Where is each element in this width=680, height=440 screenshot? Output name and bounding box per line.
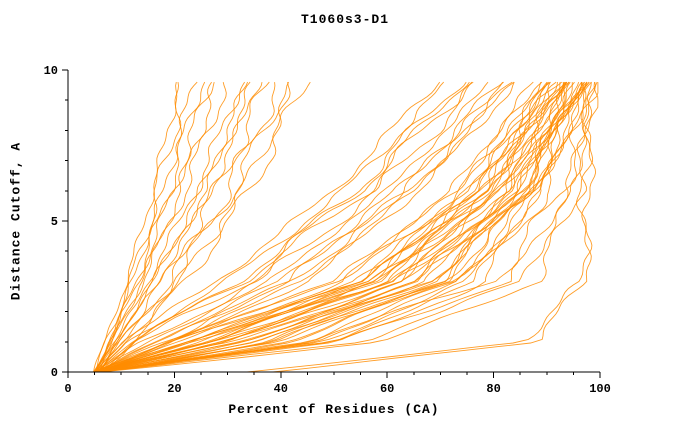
model-curve	[95, 82, 559, 372]
model-curve	[93, 82, 182, 372]
model-curves	[92, 81, 599, 372]
model-curve	[101, 81, 473, 372]
x-tick-label: 40	[274, 382, 288, 396]
x-tick-label: 0	[64, 382, 71, 396]
model-curve	[99, 81, 590, 372]
model-curve	[95, 82, 291, 372]
model-curve	[93, 81, 551, 372]
model-curve	[98, 81, 290, 372]
model-curve	[93, 81, 489, 372]
model-curve	[95, 82, 276, 372]
y-tick-label: 5	[51, 215, 58, 229]
model-curve	[95, 81, 470, 372]
model-curve	[93, 81, 548, 372]
y-tick-label: 0	[51, 366, 58, 380]
model-curve	[94, 81, 582, 372]
model-curve	[101, 82, 583, 372]
model-curve	[93, 81, 474, 372]
x-axis-label: Percent of Residues (CA)	[228, 402, 440, 417]
x-tick-label: 100	[589, 382, 611, 396]
model-curve	[94, 81, 550, 372]
model-curve	[93, 81, 534, 372]
model-curve	[94, 81, 503, 372]
model-curve	[94, 81, 567, 372]
model-curve	[101, 81, 467, 372]
x-tick-label: 60	[380, 382, 394, 396]
model-curve	[94, 81, 441, 372]
model-curve	[97, 81, 570, 372]
model-curve	[99, 81, 588, 372]
model-curve	[100, 81, 515, 372]
model-curve	[101, 82, 582, 372]
model-curve	[94, 81, 566, 372]
model-curve	[95, 81, 548, 372]
x-tick-label: 20	[167, 382, 181, 396]
model-curve	[247, 81, 594, 372]
model-curve	[98, 81, 513, 372]
model-curve	[101, 81, 587, 372]
model-curve	[99, 81, 588, 372]
model-curve	[99, 81, 311, 372]
y-tick-label: 10	[44, 64, 58, 78]
model-curve	[93, 81, 515, 372]
model-curve	[94, 81, 215, 372]
model-curve	[99, 81, 588, 372]
model-curve	[93, 81, 249, 372]
model-curve	[94, 82, 179, 372]
model-curve	[92, 81, 557, 372]
model-curve	[94, 81, 542, 372]
model-curve	[94, 81, 568, 372]
model-curve	[95, 82, 599, 372]
model-curve	[95, 81, 227, 372]
model-curve	[93, 81, 562, 372]
model-curve	[100, 81, 245, 372]
model-curve	[98, 81, 212, 372]
chart-title: T1060s3-D1	[300, 12, 390, 27]
model-curve	[272, 82, 597, 372]
model-curve	[94, 82, 593, 372]
model-curve	[94, 81, 543, 372]
model-curve	[94, 81, 567, 372]
model-curve	[100, 82, 263, 372]
model-curve	[93, 81, 198, 372]
model-curve	[100, 82, 599, 372]
model-curve	[98, 81, 586, 372]
x-tick-label: 80	[486, 382, 500, 396]
model-curve	[95, 82, 561, 372]
model-curve	[98, 81, 270, 372]
